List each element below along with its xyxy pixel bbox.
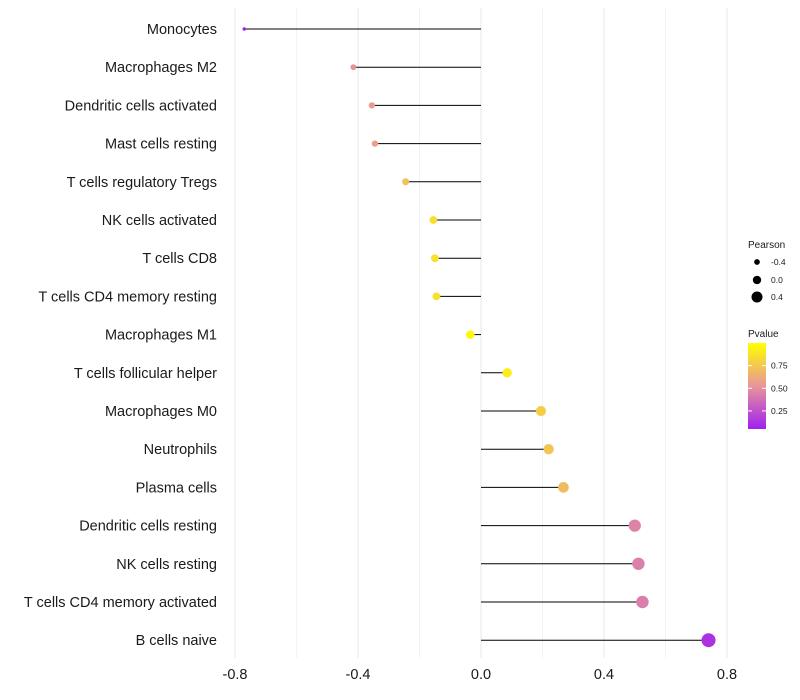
category-label: T cells regulatory Tregs	[67, 175, 217, 191]
category-label: Macrophages M0	[105, 404, 217, 420]
category-label: Plasma cells	[136, 480, 217, 496]
category-label: NK cells resting	[116, 557, 217, 573]
category-label: B cells naive	[136, 633, 217, 649]
category-label: Macrophages M2	[105, 60, 217, 76]
category-label: Monocytes	[147, 22, 217, 38]
data-point	[636, 595, 649, 609]
category-label: NK cells activated	[102, 213, 217, 229]
data-point	[632, 557, 645, 570]
points	[242, 27, 716, 648]
legend-pearson-label: -0.4	[771, 257, 786, 267]
data-point	[465, 330, 475, 339]
category-label: Macrophages M1	[105, 328, 217, 344]
x-tick-label: -0.4	[346, 667, 371, 683]
legend-pearson-label: 0.4	[771, 292, 783, 302]
legend-pearson-label: 0.0	[771, 275, 783, 285]
category-labels: Monocytes Macrophages M2 Dendritic cells a…	[24, 22, 217, 649]
x-tick-label: 0.8	[717, 667, 737, 683]
data-point	[432, 292, 441, 301]
data-point	[368, 102, 375, 109]
legend-pearson-key	[752, 275, 762, 285]
data-point	[429, 216, 438, 224]
legend-pvalue-label: 0.50	[771, 383, 788, 393]
data-point	[371, 140, 379, 147]
legend-pvalue-colorbar	[748, 343, 766, 429]
data-point	[701, 633, 716, 648]
category-label: T cells CD4 memory activated	[24, 595, 217, 611]
gridlines	[234, 8, 728, 658]
data-point	[558, 482, 569, 493]
legend-pearson-key	[754, 259, 760, 265]
x-tick-label: 0.0	[471, 667, 491, 683]
legend-pvalue-label: 0.75	[771, 361, 788, 371]
x-tick-label: -0.8	[223, 667, 248, 683]
category-label: Neutrophils	[144, 442, 217, 458]
stems	[244, 28, 709, 641]
data-point	[543, 444, 554, 455]
data-point	[350, 64, 357, 71]
legend-pearson: Pearson -0.4 0.0 0.4	[748, 240, 786, 303]
category-label: Dendritic cells activated	[65, 98, 217, 114]
legend-pearson-key	[751, 291, 763, 303]
category-label: Dendritic cells resting	[79, 519, 217, 535]
category-label: Mast cells resting	[105, 137, 217, 153]
data-point	[431, 254, 439, 263]
data-point	[242, 27, 246, 31]
x-tick-label: 0.4	[594, 667, 614, 683]
legend-pvalue-title: Pvalue	[748, 329, 779, 340]
legend-pearson-title: Pearson	[748, 240, 785, 251]
legend-pvalue: Pvalue 0.75 0.50 0.25	[748, 329, 788, 429]
category-label: T cells CD4 memory resting	[38, 289, 217, 305]
data-point	[535, 405, 547, 417]
legend-pvalue-label: 0.25	[771, 406, 788, 416]
data-point	[628, 519, 641, 532]
category-label: T cells CD8	[142, 251, 217, 267]
x-axis-ticks: -0.8 -0.4 0.0 0.4 0.8	[223, 667, 738, 683]
data-point	[402, 178, 410, 186]
data-point	[502, 368, 512, 378]
category-label: T cells follicular helper	[74, 366, 217, 382]
